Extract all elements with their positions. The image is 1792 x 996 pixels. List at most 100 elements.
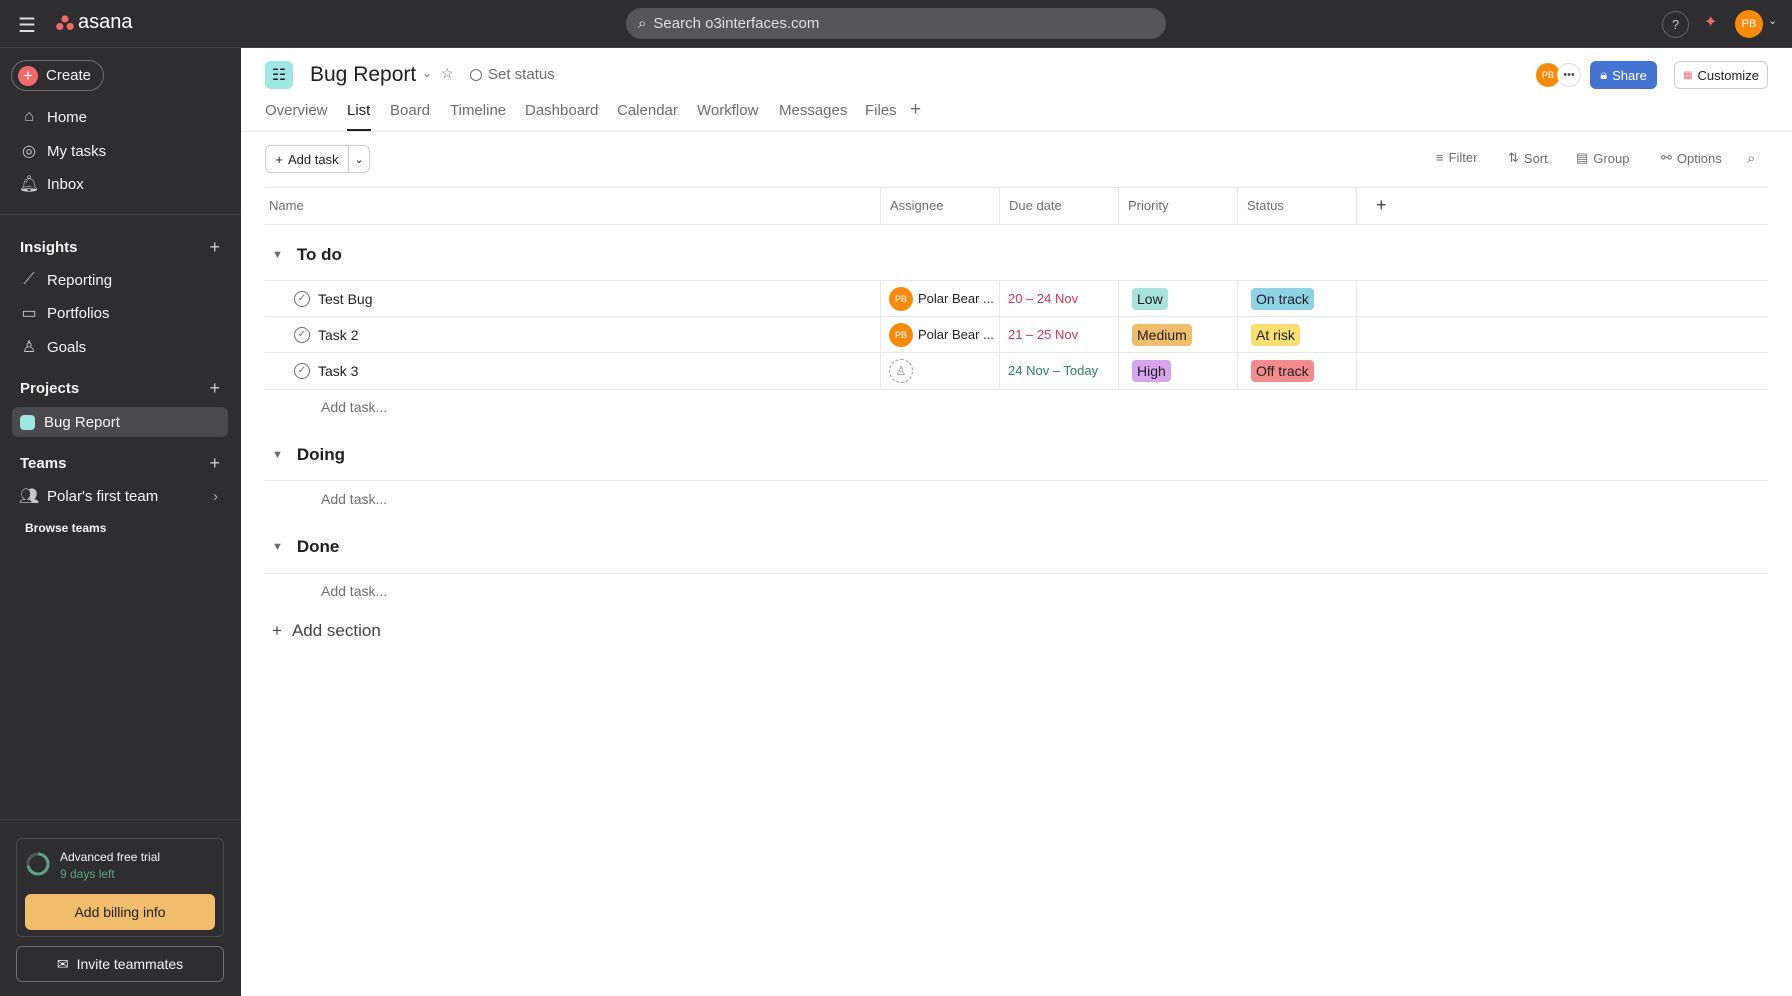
asana-logo[interactable]: asana	[56, 11, 133, 34]
user-avatar[interactable]: PB	[1735, 10, 1763, 38]
tab-messages[interactable]: Messages	[779, 102, 848, 119]
projects-header[interactable]: Projects +	[20, 378, 220, 399]
column-status[interactable]: Status	[1238, 187, 1357, 224]
top-bar: ☰ asana ⌕ Search o3interfaces.com ? ✦ PB …	[0, 0, 1792, 48]
star-icon[interactable]: ☆	[441, 65, 454, 81]
search-input[interactable]: ⌕ Search o3interfaces.com	[626, 8, 1166, 39]
due-date-cell[interactable]: 20 – 24 Nov	[1000, 281, 1119, 316]
add-column-icon[interactable]: +	[1376, 195, 1387, 215]
more-members-icon[interactable]: •••	[1557, 63, 1581, 87]
task-row[interactable]: ✓ Task 2 PB Polar Bear ... 21 – 25 Nov Med…	[265, 316, 1768, 352]
chevron-down-icon[interactable]: ⌄	[354, 153, 364, 166]
nav-inbox[interactable]: 🔔︎ Inbox	[12, 168, 228, 200]
priority-cell[interactable]: High	[1119, 353, 1238, 388]
add-icon[interactable]: +	[209, 378, 220, 398]
status-cell[interactable]: Off track	[1238, 353, 1357, 388]
status-cell[interactable]: On track	[1238, 281, 1357, 316]
nav-label: Polar's first team	[47, 487, 159, 505]
ai-sparkle-icon[interactable]: ✦	[1704, 14, 1718, 31]
teams-header[interactable]: Teams +	[20, 453, 220, 474]
member-avatar[interactable]: PB	[1536, 63, 1560, 87]
task-name-cell[interactable]: ✓ Task 2	[265, 317, 881, 352]
add-task-button[interactable]: + Add task	[266, 146, 349, 172]
status-cell[interactable]: At risk	[1238, 317, 1357, 352]
complete-check-icon[interactable]: ✓	[294, 326, 310, 343]
column-assignee[interactable]: Assignee	[881, 187, 1000, 224]
insights-header[interactable]: Insights +	[20, 237, 220, 258]
nav-reporting[interactable]: ⟋ Reporting	[12, 264, 228, 296]
trial-progress-icon	[26, 852, 50, 876]
add-icon[interactable]: +	[209, 453, 220, 473]
add-icon[interactable]: +	[209, 237, 220, 257]
complete-check-icon[interactable]: ✓	[294, 290, 310, 307]
tab-board[interactable]: Board	[390, 102, 431, 119]
help-icon[interactable]: ?	[1662, 11, 1689, 38]
nav-label: Reporting	[47, 271, 113, 289]
chart-line-icon: ⟋	[23, 271, 35, 288]
column-due-date[interactable]: Due date	[1000, 187, 1119, 224]
set-status-button[interactable]: Set status	[470, 66, 555, 83]
options-button[interactable]: ⚯ Options	[1661, 150, 1722, 166]
browse-teams-link[interactable]: Browse teams	[25, 521, 107, 535]
due-date-cell[interactable]: 24 Nov – Today	[1000, 353, 1119, 388]
column-name[interactable]: Name	[265, 187, 881, 224]
team-polars-first-team[interactable]: 👥︎ Polar's first team ›	[12, 480, 228, 512]
nav-portfolios[interactable]: ▭ Portfolios	[12, 297, 228, 329]
priority-pill: Low	[1132, 287, 1168, 310]
list-project-icon: ☷	[265, 61, 293, 89]
priority-cell[interactable]: Low	[1119, 281, 1238, 316]
create-button[interactable]: + Create	[11, 60, 105, 91]
task-name-cell[interactable]: ✓ Task 3	[265, 353, 881, 388]
caret-down-icon[interactable]: ▼	[272, 541, 283, 553]
filter-button[interactable]: ≡ Filter	[1436, 150, 1477, 165]
invite-teammates-button[interactable]: ✉ Invite teammates	[16, 946, 224, 982]
tab-files[interactable]: Files	[865, 102, 897, 119]
task-name-cell[interactable]: ✓ Test Bug	[265, 281, 881, 316]
divider	[0, 214, 241, 215]
caret-down-icon[interactable]: ▼	[272, 449, 283, 461]
priority-cell[interactable]: Medium	[1119, 317, 1238, 352]
task-row[interactable]: ✓ Task 3 ♙ 24 Nov – Today High Off track	[265, 352, 1768, 388]
tab-workflow[interactable]: Workflow	[697, 102, 759, 119]
assignee-cell[interactable]: PB Polar Bear ...	[881, 317, 1000, 352]
column-priority[interactable]: Priority	[1119, 187, 1238, 224]
add-billing-button[interactable]: Add billing info	[25, 894, 215, 930]
task-row[interactable]: ✓ Test Bug PB Polar Bear ... 20 – 24 Nov L…	[265, 280, 1768, 316]
add-section-button[interactable]: + Add section	[272, 621, 381, 641]
chevron-down-icon[interactable]: ⌄	[1768, 15, 1778, 27]
section-header[interactable]: ▼ Doing	[272, 445, 345, 465]
caret-down-icon[interactable]: ▼	[272, 249, 283, 261]
options-icon: ⚯	[1661, 150, 1672, 165]
tab-calendar[interactable]: Calendar	[617, 102, 678, 119]
tab-list[interactable]: List	[347, 102, 371, 119]
assignee-cell[interactable]: PB Polar Bear ...	[881, 281, 1000, 316]
nav-goals[interactable]: ♙ Goals	[12, 331, 228, 363]
chevron-right-icon[interactable]: ›	[213, 487, 218, 505]
complete-check-icon[interactable]: ✓	[294, 362, 310, 379]
unassigned-icon[interactable]: ♙	[889, 358, 913, 383]
due-date-cell[interactable]: 21 – 25 Nov	[1000, 317, 1119, 352]
assignee-cell[interactable]: ♙	[881, 353, 1000, 388]
add-task-inline[interactable]: Add task...	[321, 583, 388, 599]
project-bug-report[interactable]: Bug Report	[12, 407, 228, 437]
section-header[interactable]: ▼ Done	[272, 537, 339, 557]
tab-overview[interactable]: Overview	[265, 102, 328, 119]
add-task-inline[interactable]: Add task...	[321, 491, 388, 507]
menu-icon[interactable]: ☰	[18, 15, 36, 37]
nav-my-tasks[interactable]: ◎ My tasks	[12, 135, 228, 167]
section-header[interactable]: ▼ To do	[272, 245, 342, 265]
add-tab-icon[interactable]: +	[910, 99, 922, 120]
add-task-inline[interactable]: Add task...	[321, 399, 388, 415]
customize-button[interactable]: ▦ Customize	[1674, 61, 1768, 89]
nav-label: Goals	[47, 338, 87, 356]
search-icon[interactable]: ⌕	[1747, 150, 1756, 167]
section-title: Done	[296, 537, 340, 556]
chevron-down-icon[interactable]: ⌄	[422, 66, 433, 80]
group-button[interactable]: ▤ Group	[1576, 150, 1629, 166]
tab-timeline[interactable]: Timeline	[450, 102, 507, 119]
project-title[interactable]: Bug Report	[310, 63, 417, 86]
share-button[interactable]: 🔒︎ Share	[1590, 61, 1657, 89]
tab-dashboard[interactable]: Dashboard	[525, 102, 599, 119]
nav-home[interactable]: ⌂ Home	[12, 101, 228, 133]
sort-button[interactable]: ⇅ Sort	[1508, 150, 1548, 166]
